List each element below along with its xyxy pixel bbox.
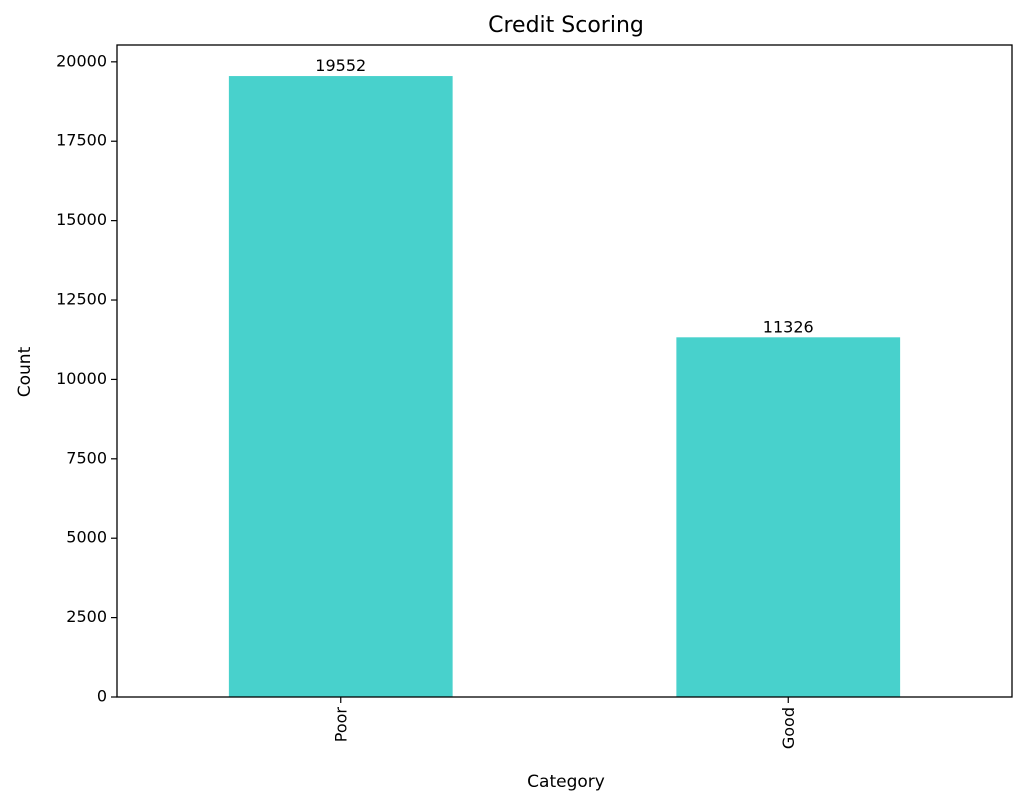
x-tick-label-good: Good: [779, 707, 798, 749]
chart-title: Credit Scoring: [488, 13, 644, 38]
bar-poor: [228, 76, 453, 698]
y-axis-label: Count: [15, 346, 35, 397]
y-tick-label: 5000: [66, 528, 107, 547]
x-tick-label-poor: Poor: [331, 707, 350, 743]
x-axis-label: Category: [527, 772, 605, 792]
y-tick-label: 15000: [56, 210, 107, 229]
y-tick-label: 20000: [56, 51, 107, 70]
data-label-good: 11326: [763, 317, 814, 336]
bars-layer: 19552 11326: [228, 56, 901, 698]
plot-frame: [116, 44, 1013, 698]
bar-good: [676, 337, 901, 697]
y-tick-label: 2500: [66, 607, 107, 626]
y-tick-label: 12500: [56, 290, 107, 309]
y-tick-label: 10000: [56, 369, 107, 388]
ticks-layer: Poor Good 0 2500 5000 7500 10000 12500 15000 1750…: [56, 51, 798, 749]
y-tick-label: 17500: [56, 131, 107, 150]
y-tick-label: 7500: [66, 448, 107, 467]
data-label-poor: 19552: [315, 56, 366, 75]
y-tick-label: 0: [97, 687, 107, 706]
